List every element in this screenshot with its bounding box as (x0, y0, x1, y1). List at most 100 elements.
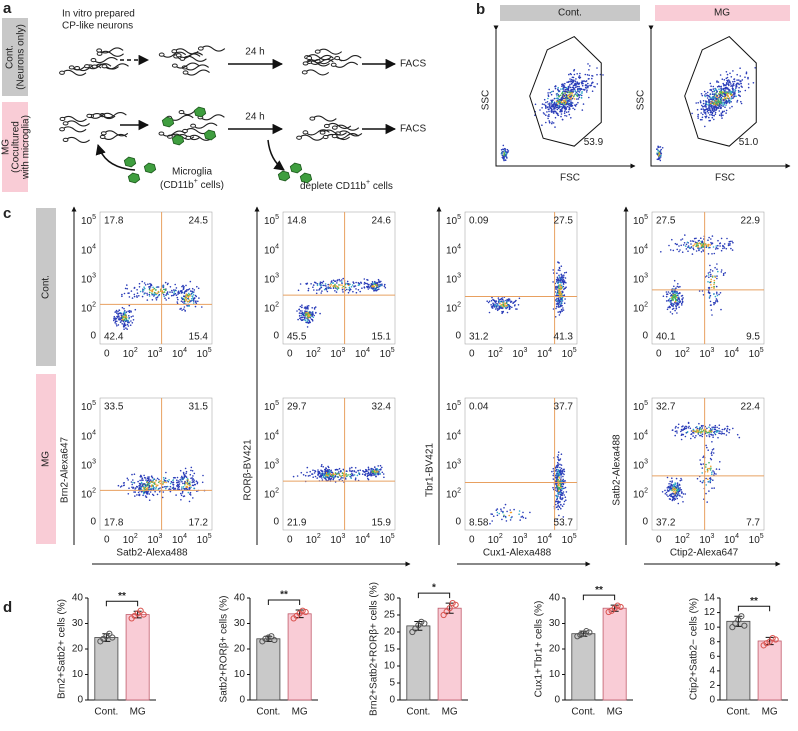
cell-dot (312, 311, 314, 313)
cell-dot (558, 275, 560, 277)
y-tick-label: 10 (234, 669, 246, 680)
cell-dot (735, 90, 737, 92)
cell-dot (505, 305, 507, 307)
cell-dot (128, 318, 130, 320)
cell-dot (721, 117, 723, 119)
cell-dot (570, 80, 572, 82)
cell-dot (316, 293, 318, 295)
cell-dot (677, 297, 679, 299)
cell-dot (501, 307, 503, 309)
cell-dot (342, 278, 344, 280)
cell-dot (710, 106, 712, 108)
cell-dot (370, 471, 372, 473)
cell-dot (748, 87, 750, 89)
cell-dot (686, 244, 688, 246)
y-axis-label: Brn2-Alexa647 (60, 436, 71, 503)
cell-dot (678, 245, 680, 247)
cell-dot (716, 431, 718, 433)
x-tick-label: 0 (469, 349, 475, 360)
cell-dot (309, 471, 311, 473)
cell-dot (727, 101, 729, 103)
cell-dot (699, 247, 701, 249)
cell-dot (726, 248, 728, 250)
cell-dot (722, 115, 724, 117)
cell-dot (501, 313, 503, 315)
cell-dot (368, 288, 370, 290)
cell-dot (202, 482, 204, 484)
cell-dot (299, 309, 301, 311)
cell-dot (555, 477, 557, 479)
cell-dot (570, 74, 572, 76)
cell-dot (565, 487, 567, 489)
cell-dot (129, 312, 131, 314)
cell-dot (724, 106, 726, 108)
cell-dot (716, 293, 718, 295)
cell-dot (355, 479, 357, 481)
cell-dot (556, 293, 558, 295)
y-tick-label: 30 (234, 618, 246, 629)
cell-dot (181, 481, 183, 483)
cell-dot (559, 314, 561, 316)
cell-dot (745, 90, 747, 92)
cell-dot (566, 87, 568, 89)
cell-dot (307, 326, 309, 328)
cell-dot (570, 99, 572, 101)
cell-dot (187, 298, 189, 300)
cell-dot (305, 475, 307, 477)
cell-dot (697, 244, 699, 246)
cell-dot (577, 88, 579, 90)
cell-dot (720, 108, 722, 110)
cell-dot (151, 289, 153, 291)
neuron-soma (320, 131, 325, 134)
cell-dot (697, 116, 699, 118)
cell-dot (196, 296, 198, 298)
cell-dot (352, 474, 354, 476)
cell-dot (706, 435, 708, 437)
cell-dot (559, 102, 561, 104)
cell-dot (183, 496, 185, 498)
cell-dot (579, 89, 581, 91)
cell-dot (682, 299, 684, 301)
cell-dot (716, 95, 718, 97)
cell-dot (177, 299, 179, 301)
cell-dot (559, 472, 561, 474)
y-tick-label: 0 (389, 695, 395, 706)
cell-dot (336, 291, 338, 293)
cell-dot (570, 89, 572, 91)
cell-dot (683, 428, 685, 430)
cell-dot (722, 104, 724, 106)
cell-dot (319, 288, 321, 290)
cell-dot (718, 88, 720, 90)
cell-dot (693, 430, 695, 432)
cell-dot (709, 436, 711, 438)
cell-dot (558, 102, 560, 104)
cell-dot (706, 115, 708, 117)
quadrant-value: 45.5 (287, 332, 307, 343)
cell-dot (551, 91, 553, 93)
cell-dot (321, 466, 323, 468)
cell-dot (704, 91, 706, 93)
cell-dot (303, 312, 305, 314)
cell-dot (721, 91, 723, 93)
cell-dot (134, 294, 136, 296)
x-tick-label-part: 4 (366, 533, 370, 540)
cell-dot (170, 286, 172, 288)
cell-dot (509, 306, 511, 308)
cell-dot (695, 435, 697, 437)
cell-dot (705, 464, 707, 466)
cell-dot (364, 278, 366, 280)
cell-dot (723, 111, 725, 113)
cell-dot (135, 309, 137, 311)
cell-dot (162, 486, 164, 488)
cell-dot (713, 452, 715, 454)
cell-dot (189, 501, 191, 503)
cell-dot (708, 277, 710, 279)
neuron-soma (159, 53, 164, 56)
cell-dot (353, 285, 355, 287)
cell-dot (168, 297, 170, 299)
cell-dot (346, 470, 348, 472)
cell-dot (674, 499, 676, 501)
cell-dot (307, 305, 309, 307)
y-tick-label-part: 10 (264, 402, 276, 413)
cell-dot (691, 246, 693, 248)
